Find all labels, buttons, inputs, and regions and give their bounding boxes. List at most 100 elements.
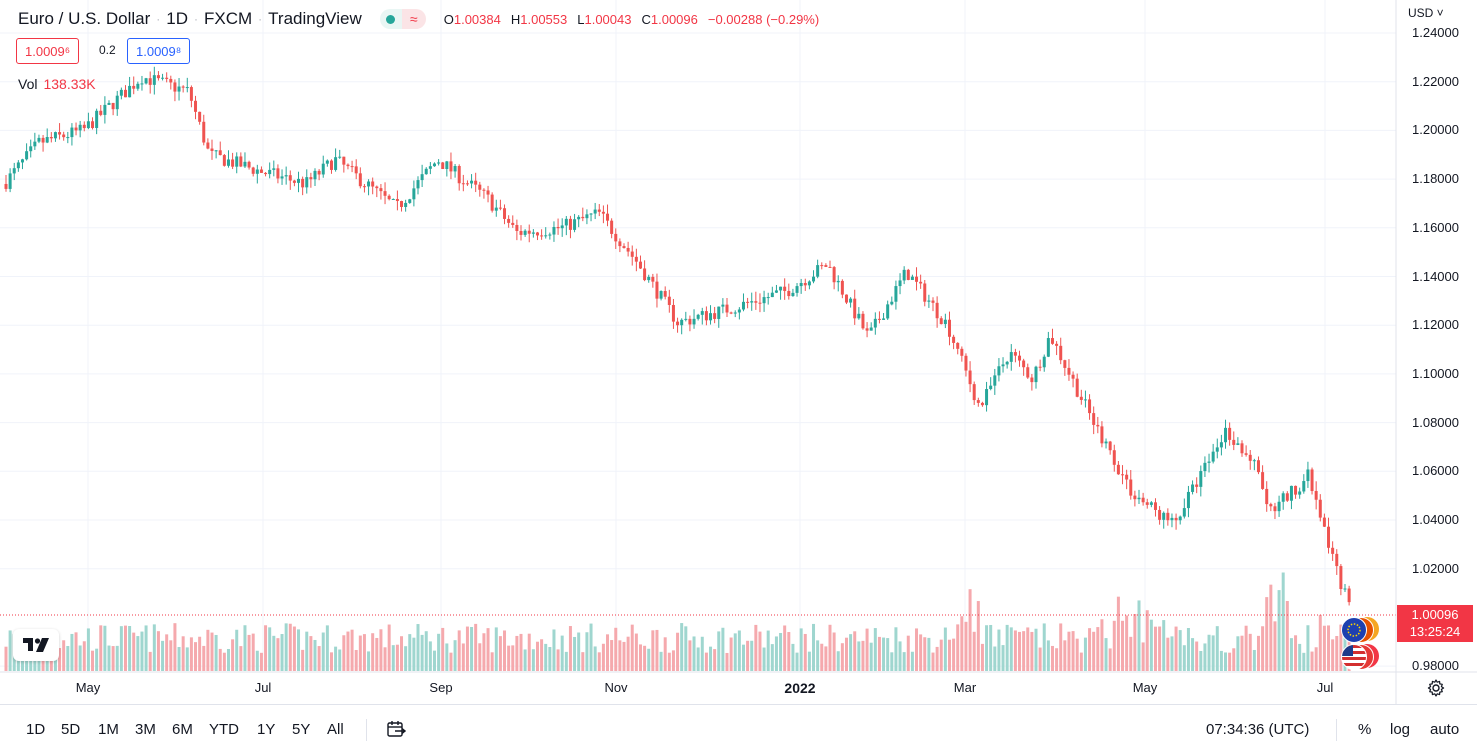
candle-body [721,304,725,307]
candle [540,229,544,240]
candle [638,255,642,270]
candle-body [671,304,675,322]
goto-date-icon[interactable] [386,719,406,739]
candle-body [523,230,527,235]
candle [593,202,597,220]
range-button-ytd[interactable]: YTD [209,721,239,738]
candle-body [1050,338,1054,344]
candle [111,102,115,116]
candle [779,286,783,300]
price-tick-label: 1.10000 [1412,365,1459,381]
utc-clock[interactable]: 07:34:36 (UTC) [1206,721,1310,738]
candle [1182,498,1186,519]
range-button-1d[interactable]: 1D [26,721,46,738]
candle [1186,485,1190,518]
candle [943,313,947,329]
market-open-icon [379,9,402,29]
symbol-name[interactable]: Euro / U.S. Dollar [18,9,151,28]
candle-body [667,296,671,305]
candle-body [284,175,288,177]
candle-body [350,166,354,168]
candle [86,112,90,130]
candle-body [379,188,383,192]
settings-gear-icon[interactable] [1426,678,1446,698]
price-chart[interactable] [0,0,1477,704]
candle [894,280,898,310]
volume-bar [391,645,395,671]
candle-body [119,89,123,96]
candle [498,199,502,211]
range-button-6m[interactable]: 6M [172,721,193,738]
candle [717,306,721,328]
candle [123,85,127,98]
volume-bar [980,643,984,671]
candle-body [185,87,189,89]
range-button-5y[interactable]: 5Y [292,721,311,738]
candle [1121,465,1125,485]
auto-scale-toggle[interactable]: auto [1430,721,1460,738]
candle [235,152,239,174]
range-button-5d[interactable]: 5D [61,721,81,738]
candle-body [453,166,457,172]
candle [62,131,66,141]
candle-body [836,280,840,283]
candle [243,152,247,168]
log-scale-toggle[interactable]: log [1390,721,1411,738]
candle [1199,465,1203,497]
candle-body [329,160,333,170]
candle-body [1298,491,1302,495]
candle-body [1191,484,1195,492]
candle [1203,456,1207,477]
candle [132,76,136,95]
price-tick-label: 1.22000 [1412,73,1459,89]
candle [404,199,408,212]
candle [136,81,140,91]
candle [552,221,556,242]
volume-bar [803,633,807,671]
volume-bar [420,634,424,671]
range-button-1y[interactable]: 1Y [257,721,276,738]
candle [1219,434,1223,456]
range-button-1m[interactable]: 1M [98,721,119,738]
candle-body [259,169,263,173]
candle [803,278,807,291]
candle [1298,487,1302,499]
sell-button[interactable]: 1.0009⁶ [16,38,80,64]
candle [861,311,865,330]
us-flag-icon[interactable] [1341,644,1367,670]
range-button-3m[interactable]: 3M [135,721,156,738]
currency-selector[interactable]: USD ˅ [1408,6,1444,20]
candle-body [1285,493,1289,501]
buy-button[interactable]: 1.0009⁸ [127,38,191,64]
candle-body [638,261,642,269]
candle [358,167,362,189]
candle-body [1203,462,1207,472]
volume-bar [247,634,251,671]
candle-body [647,276,651,281]
volume-bar [1149,619,1153,671]
candle-body [498,207,502,209]
volume-bar [1141,642,1145,671]
candle-body [762,297,766,304]
candle-body [1207,461,1211,463]
eu-flag-icon[interactable] [1341,617,1367,643]
candle-body [62,134,66,138]
candle [610,218,614,239]
candle-body [1009,352,1013,362]
candle [41,135,45,152]
candle [1310,467,1314,495]
volume-bar [445,643,449,671]
candle [1026,363,1030,379]
percent-scale-toggle[interactable]: % [1358,721,1372,738]
range-button-all[interactable]: All [327,721,344,738]
volume-bar [861,640,865,671]
candle-body [387,195,391,200]
candle [568,215,572,239]
market-status[interactable]: ≈ [379,9,426,29]
interval-label[interactable]: 1D [166,9,188,28]
tradingview-logo[interactable] [13,629,59,661]
candle [659,290,663,301]
candle-body [680,319,684,326]
candle [688,315,692,332]
candle-body [614,233,618,242]
